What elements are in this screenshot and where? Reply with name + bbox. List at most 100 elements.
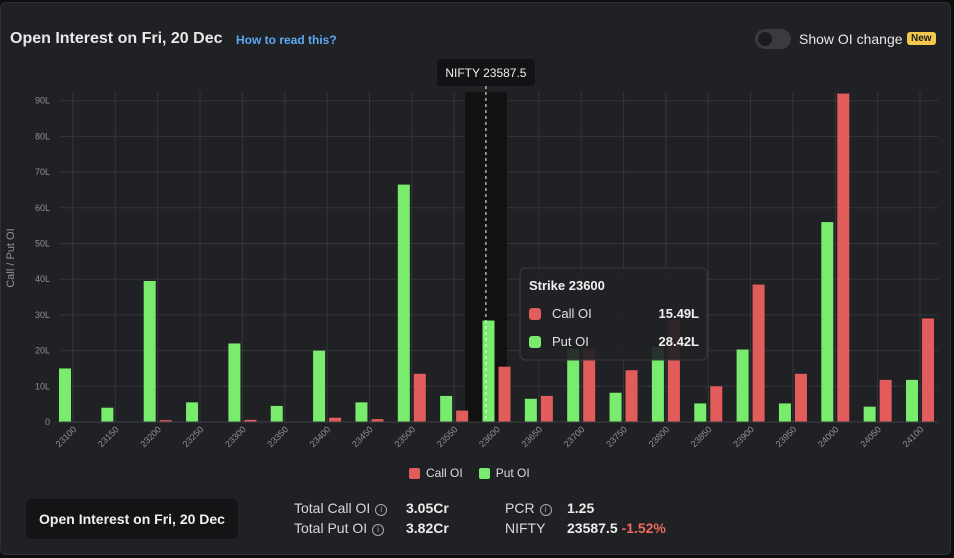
call-oi-bar	[922, 318, 934, 422]
total-call-oi-text: Total Call OI	[294, 500, 371, 516]
put-oi-bar	[440, 395, 453, 422]
legend-item-put[interactable]: Put OI	[478, 466, 530, 480]
x-tick-label: 23350	[265, 424, 290, 449]
tooltip-box	[519, 267, 708, 361]
call-oi-bar	[456, 410, 469, 422]
legend-label-put: Put OI	[495, 466, 530, 480]
call-oi-bar	[371, 419, 384, 422]
legend-label-call: Call OI	[426, 466, 463, 480]
call-oi-bar	[794, 373, 807, 422]
chart-legend: Call OI Put OI	[409, 466, 530, 480]
x-tick-label: 23900	[731, 424, 756, 449]
x-tick-label: 24050	[858, 424, 883, 449]
x-tick-label: 23200	[138, 424, 163, 449]
call-oi-bar	[752, 284, 765, 422]
y-tick-label: 30L	[35, 310, 50, 320]
call-oi-bar	[413, 373, 426, 422]
tooltip-row-value: 28.42L	[659, 334, 700, 349]
put-oi-bar	[778, 403, 791, 422]
put-oi-bar	[524, 398, 537, 422]
total-put-oi-value: 3.82Cr	[406, 520, 449, 536]
legend-swatch-call	[409, 467, 420, 479]
x-tick-label: 23650	[519, 424, 544, 449]
pcr-text: PCR	[505, 500, 535, 516]
put-oi-bar	[397, 184, 410, 422]
put-oi-bar	[59, 368, 71, 422]
pcr-value: 1.25	[567, 500, 595, 516]
call-oi-bar	[329, 417, 342, 422]
x-tick-label: 24000	[816, 424, 841, 449]
legend-swatch-put	[478, 467, 490, 479]
info-icon[interactable]: i	[372, 524, 385, 536]
put-oi-bar	[355, 402, 368, 422]
nifty-marker-label-bg	[436, 59, 535, 86]
x-tick-label: 23700	[562, 424, 587, 449]
y-tick-label: 70L	[35, 167, 50, 177]
y-tick-label: 20L	[35, 346, 50, 356]
x-tick-label: 23250	[181, 424, 206, 449]
put-oi-bar	[101, 407, 114, 422]
info-icon[interactable]: i	[375, 504, 388, 516]
info-icon[interactable]: i	[539, 504, 552, 516]
put-oi-bar	[651, 347, 664, 422]
y-tick-label: 0	[45, 417, 50, 427]
call-oi-bar	[879, 379, 892, 422]
put-oi-bar	[228, 343, 241, 422]
y-tick-label: 90L	[35, 96, 50, 106]
y-tick-label: 50L	[35, 239, 50, 249]
total-call-oi-label: Total Call OI i	[294, 500, 388, 516]
y-tick-label: 40L	[35, 274, 50, 284]
x-tick-label: 23850	[689, 424, 714, 449]
total-put-oi-text: Total Put OI	[294, 520, 368, 536]
x-tick-label: 23600	[477, 424, 502, 449]
pcr-label: PCR i	[505, 500, 552, 516]
put-oi-bar	[694, 403, 707, 422]
x-tick-label: 23550	[435, 424, 460, 449]
how-to-read-link[interactable]: How to read this?	[236, 33, 337, 47]
put-oi-bar	[313, 350, 326, 422]
put-oi-bar	[482, 320, 495, 422]
call-oi-bar	[837, 93, 850, 422]
call-oi-bar	[710, 386, 723, 422]
put-oi-bar	[906, 379, 918, 422]
oi-change-toggle-label: Show OI change	[799, 31, 903, 47]
tooltip-swatch	[529, 336, 541, 348]
tooltip-row-value: 15.49L	[659, 306, 700, 321]
x-tick-label: 23300	[223, 424, 248, 449]
total-call-oi-value: 3.05Cr	[406, 500, 449, 516]
nifty-label: NIFTY	[505, 520, 546, 536]
x-tick-label: 23400	[308, 424, 333, 449]
tooltip-row-label: Put OI	[552, 334, 589, 349]
x-tick-label: 23150	[96, 424, 121, 449]
tooltip-title: Strike 23600	[529, 278, 605, 293]
put-oi-bar	[143, 280, 156, 422]
nifty-marker-label: NIFTY 23587.5	[445, 66, 526, 80]
nifty-value: 23587.5	[567, 520, 618, 536]
put-oi-bar	[863, 406, 876, 422]
total-put-oi-label: Total Put OI i	[294, 520, 385, 536]
put-oi-bar	[567, 348, 580, 422]
x-tick-label: 23500	[392, 424, 417, 449]
put-oi-bar	[270, 405, 283, 422]
x-tick-label: 23800	[647, 424, 672, 449]
y-tick-label: 80L	[35, 131, 50, 141]
chart-title: Open Interest on Fri, 20 Dec	[10, 30, 223, 47]
put-oi-bar	[736, 349, 749, 422]
date-selector-button[interactable]: Open Interest on Fri, 20 Dec	[26, 499, 238, 539]
call-oi-bar	[625, 370, 638, 422]
x-tick-label: 23750	[604, 424, 629, 449]
nifty-value-group: 23587.5 -1.52%	[567, 520, 666, 536]
tooltip-row-label: Call OI	[552, 306, 592, 321]
oi-change-toggle[interactable]	[755, 29, 791, 49]
nifty-change: -1.52%	[621, 520, 666, 536]
y-axis-label: Call / Put OI	[5, 228, 17, 287]
put-oi-bar	[821, 222, 834, 422]
call-oi-bar	[540, 395, 553, 422]
put-oi-bar	[609, 392, 622, 422]
legend-item-call[interactable]: Call OI	[409, 466, 463, 480]
call-oi-bar	[583, 348, 596, 422]
call-oi-bar	[498, 366, 511, 422]
call-oi-bar	[159, 420, 172, 422]
x-tick-label: 23950	[774, 424, 799, 449]
